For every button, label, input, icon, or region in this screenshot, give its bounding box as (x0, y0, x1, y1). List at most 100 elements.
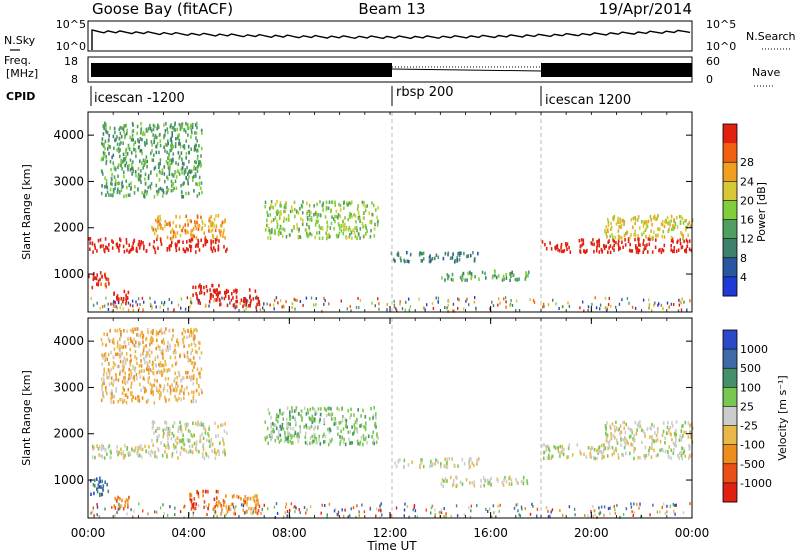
radar-echo-cell (221, 423, 224, 427)
radar-echo-cell (131, 133, 134, 138)
radar-echo-cell (256, 302, 258, 307)
radar-echo-cell (319, 226, 321, 230)
radar-echo-cell (346, 425, 348, 429)
radar-echo-cell (118, 163, 120, 167)
radar-echo-cell (264, 200, 267, 205)
radar-echo-cell (289, 426, 292, 431)
radar-echo-cell (635, 246, 637, 250)
radar-echo-cell (193, 334, 196, 338)
radar-echo-cell (123, 399, 126, 403)
radar-echo-cell (442, 256, 445, 261)
radar-echo-cell (630, 442, 632, 446)
radar-echo-cell (134, 148, 136, 152)
radar-echo-cell (108, 193, 110, 197)
radar-echo-cell (186, 165, 188, 170)
radar-echo-cell (174, 351, 177, 355)
radar-echo-cell (134, 327, 136, 331)
radar-echo-cell (212, 240, 214, 244)
radar-echo-cell (151, 143, 153, 147)
radar-echo-cell (174, 144, 177, 149)
radar-echo-cell (104, 139, 107, 144)
radar-echo-cell (178, 154, 181, 159)
radar-echo-cell (648, 303, 651, 307)
radar-echo-cell (202, 436, 205, 441)
radar-echo-cell (233, 303, 235, 307)
radar-echo-cell (124, 163, 126, 168)
radar-echo-cell (287, 433, 290, 438)
radar-echo-cell (152, 392, 154, 397)
radar-echo-cell (310, 418, 313, 422)
radar-echo-cell (140, 369, 143, 373)
radar-echo-cell (268, 227, 270, 231)
radar-echo-cell (135, 356, 138, 361)
radar-echo-cell (567, 455, 569, 459)
radar-echo-cell (163, 364, 165, 368)
radar-echo-cell (689, 430, 691, 434)
radar-echo-cell (338, 224, 340, 228)
radar-echo-cell (132, 241, 134, 246)
radar-echo-cell (112, 361, 115, 365)
radar-echo-cell (491, 300, 493, 304)
radar-echo-cell (125, 238, 128, 242)
radar-echo-cell (633, 446, 636, 451)
radar-echo-cell (685, 226, 687, 230)
radar-echo-cell (526, 481, 529, 485)
radar-echo-cell (292, 426, 294, 431)
radar-echo-cell (129, 336, 132, 341)
radar-echo-cell (137, 398, 139, 403)
radar-echo-cell (192, 337, 195, 341)
radar-echo-cell (117, 378, 120, 382)
range-tick-label: 2000 (53, 427, 84, 441)
colorbar-swatch (723, 330, 737, 350)
radar-echo-cell (596, 243, 599, 248)
radar-echo-cell (369, 507, 371, 511)
radar-echo-cell (597, 239, 600, 244)
radar-echo-cell (274, 203, 277, 207)
radar-echo-cell (122, 453, 125, 457)
radar-echo-cell (614, 436, 616, 440)
radar-echo-cell (356, 207, 359, 211)
radar-echo-cell (169, 125, 172, 129)
radar-echo-cell (196, 194, 199, 198)
radar-echo-cell (667, 421, 669, 425)
radar-echo-cell (184, 249, 187, 254)
radar-echo-cell (526, 274, 528, 278)
radar-echo-cell (568, 304, 571, 308)
radar-echo-cell (645, 454, 647, 458)
radar-echo-cell (610, 304, 612, 308)
radar-echo-cell (672, 502, 675, 506)
radar-echo-cell (164, 377, 167, 381)
radar-echo-cell (135, 340, 137, 344)
radar-echo-cell (433, 256, 436, 261)
radar-echo-cell (138, 399, 141, 403)
radar-echo-cell (673, 303, 675, 306)
radar-echo-cell (171, 337, 173, 342)
radar-echo-cell (359, 236, 361, 240)
radar-echo-cell (357, 296, 359, 300)
radar-echo-cell (132, 160, 134, 164)
radar-echo-cell (674, 503, 677, 507)
radar-echo-cell (293, 434, 296, 438)
colorbar-swatch (723, 463, 737, 484)
radar-echo-cell (106, 452, 108, 456)
radar-echo-cell (473, 484, 476, 488)
radar-echo-cell (121, 167, 123, 171)
radar-echo-cell (170, 136, 172, 141)
radar-echo-cell (304, 435, 307, 439)
radar-echo-cell (174, 355, 177, 360)
radar-echo-cell (96, 273, 98, 277)
radar-echo-cell (314, 223, 317, 227)
radar-echo-cell (317, 219, 319, 223)
radar-echo-cell (685, 247, 687, 252)
radar-echo-cell (595, 248, 598, 253)
radar-echo-cell (450, 277, 453, 282)
radar-echo-cell (124, 444, 126, 448)
radar-echo-cell (286, 514, 288, 518)
radar-echo-cell (103, 126, 105, 131)
radar-echo-cell (124, 135, 126, 140)
radar-echo-cell (208, 425, 211, 429)
time-tick-label: 16:00 (473, 526, 508, 540)
radar-echo-cell (227, 507, 230, 511)
radar-echo-cell (581, 243, 583, 247)
radar-echo-cell (616, 438, 618, 443)
